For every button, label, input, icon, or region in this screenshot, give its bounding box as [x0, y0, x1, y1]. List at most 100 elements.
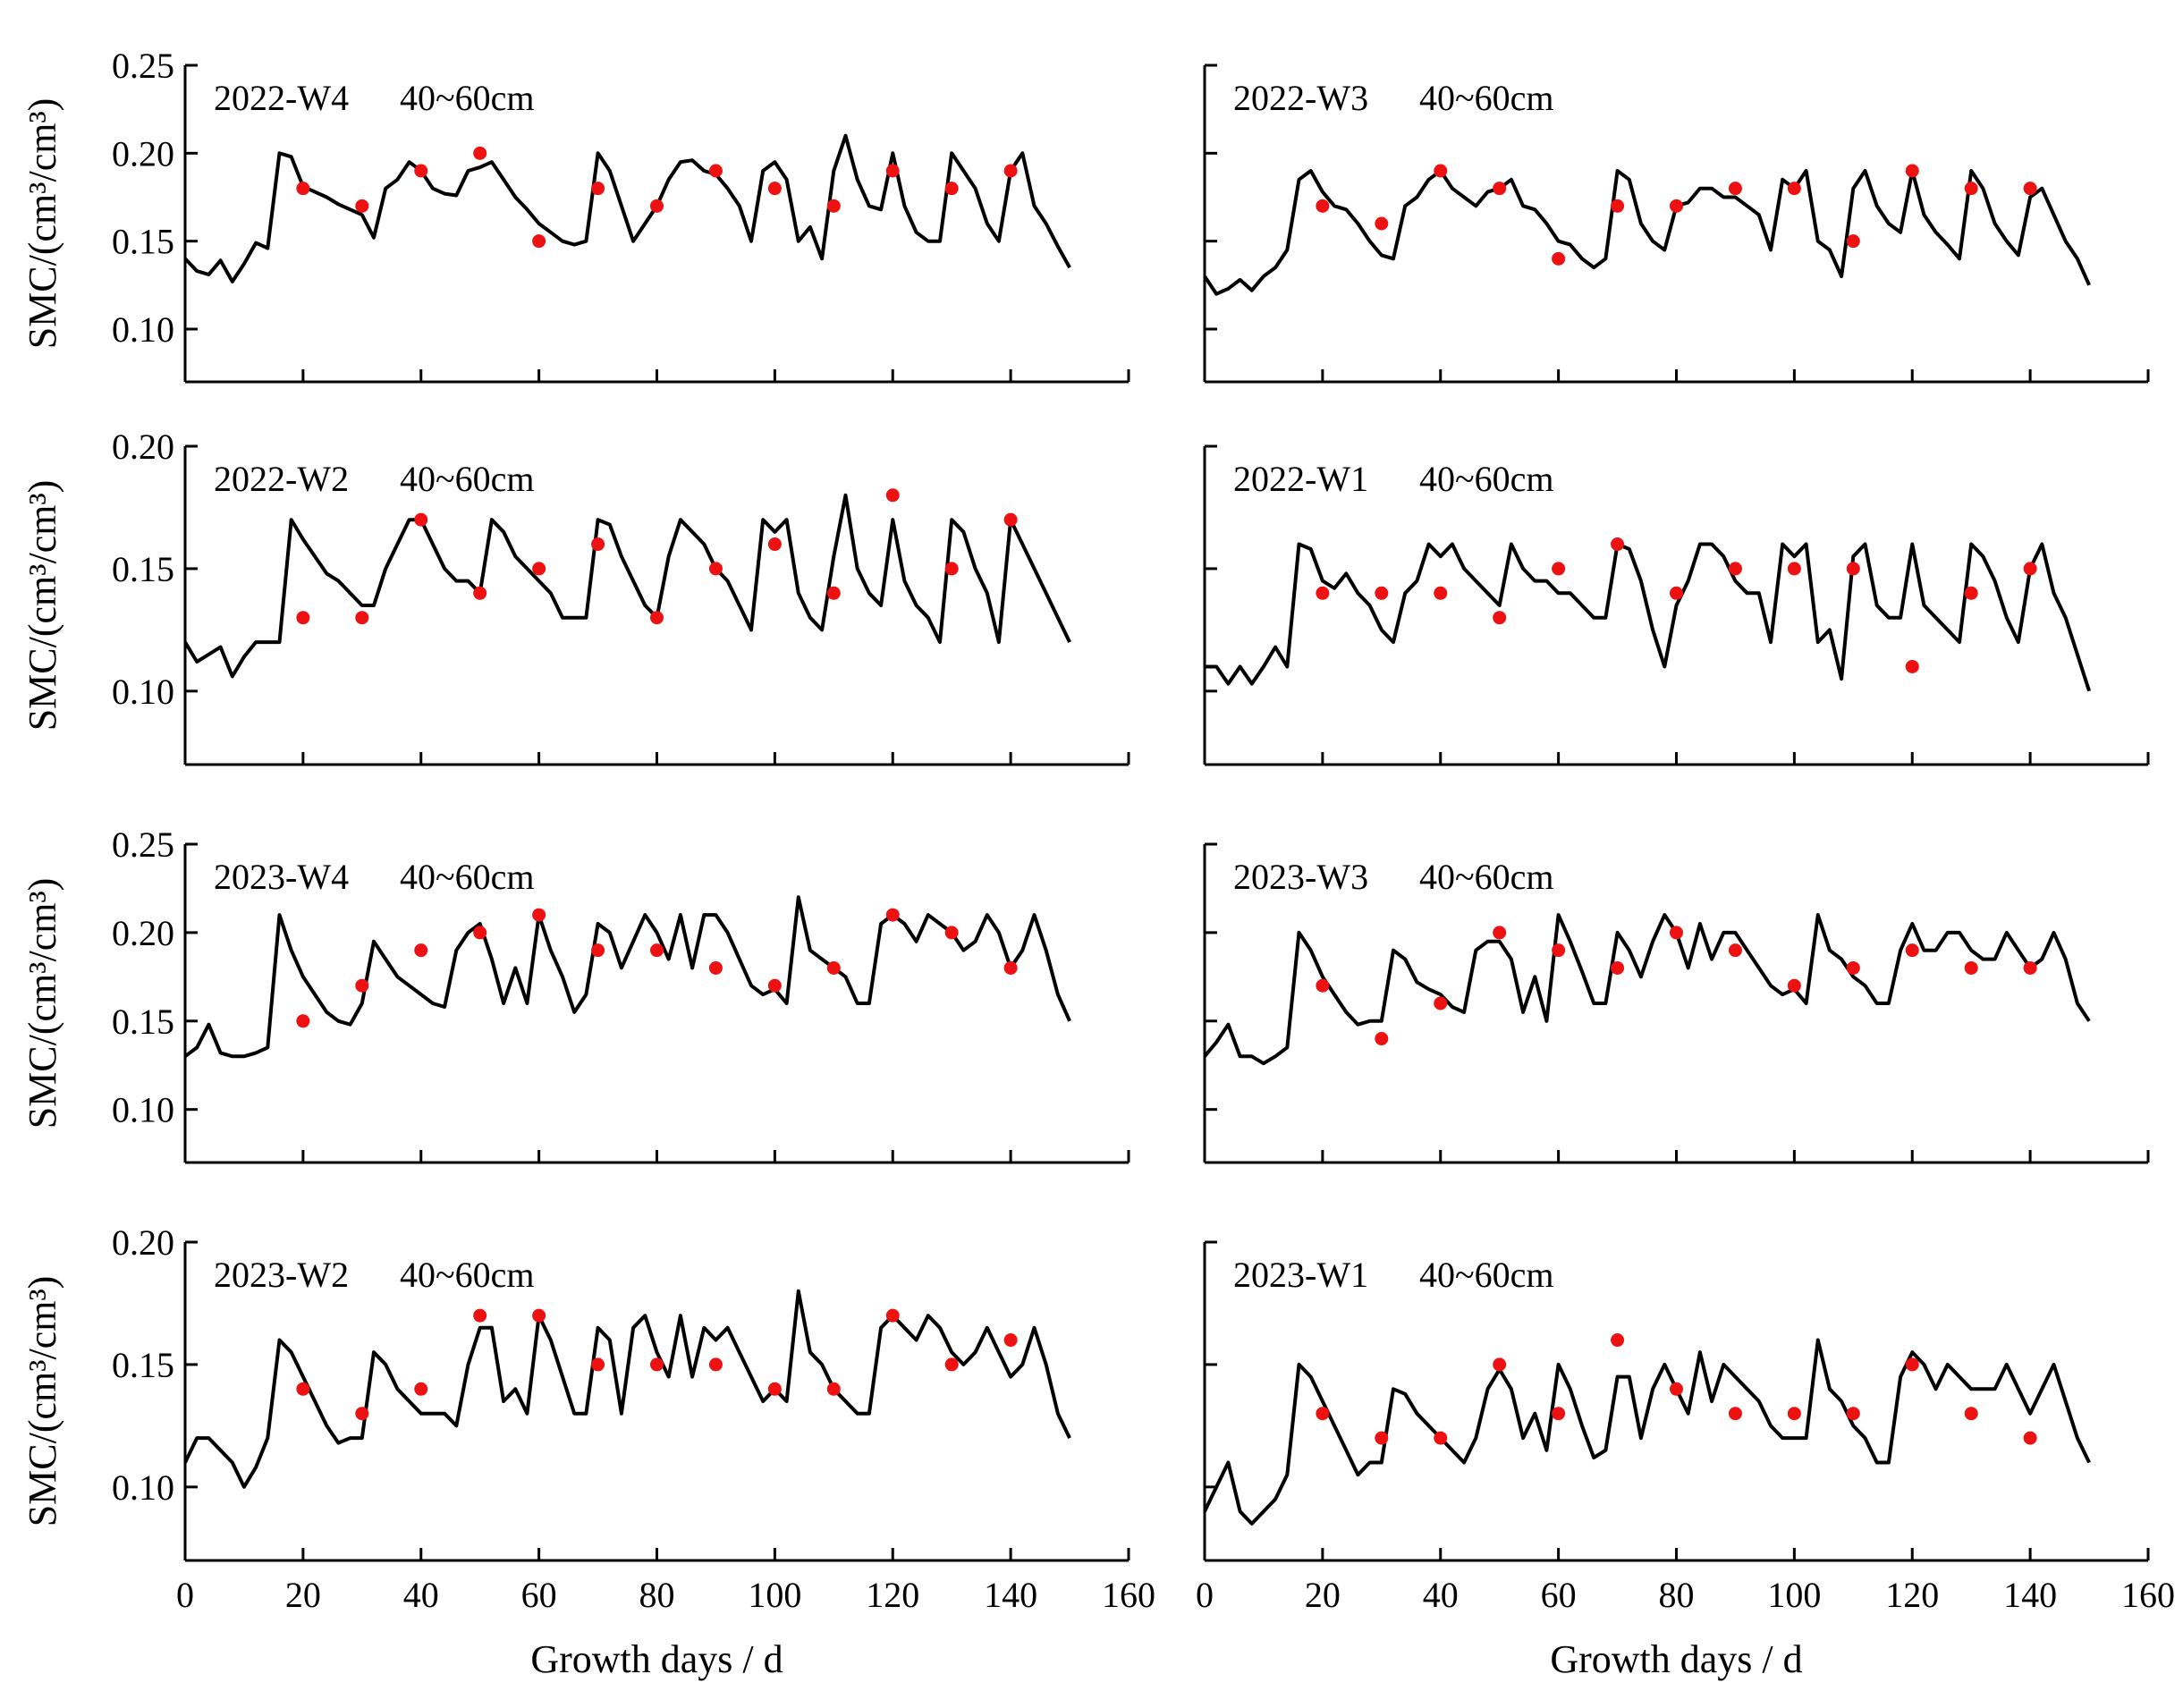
y-axis-title: SMC/(cm³/cm³)	[21, 878, 64, 1129]
observed-point	[1670, 586, 1683, 600]
panel-title: 2022-W1	[1233, 459, 1368, 499]
observed-point	[2023, 562, 2037, 576]
observed-point	[355, 978, 369, 993]
observed-point	[591, 943, 605, 958]
x-tick-label: 100	[1767, 1575, 1821, 1615]
y-axis-title: SMC/(cm³/cm³)	[21, 98, 64, 350]
x-tick-label: 80	[639, 1575, 675, 1615]
y-tick-label: 0.10	[112, 1467, 174, 1508]
panel-title: 2023-W1	[1233, 1255, 1368, 1295]
simulated-series-line	[1203, 913, 2091, 1066]
observed-point	[1375, 586, 1389, 600]
y-tick-label: 0.15	[112, 222, 174, 262]
observed-point	[1375, 216, 1389, 231]
panel-title: 2023-W4	[214, 857, 349, 897]
observed-point	[1670, 926, 1683, 940]
panel-depth-label: 40~60cm	[400, 459, 535, 499]
panel-title: 2023-W2	[214, 1255, 349, 1295]
observed-point	[355, 199, 369, 213]
panel-depth-label: 40~60cm	[1419, 459, 1554, 499]
panel-title: 2023-W3	[1233, 857, 1368, 897]
observed-point	[1493, 1357, 1507, 1372]
observed-point	[1611, 960, 1625, 975]
y-tick-label: 0.10	[112, 1090, 174, 1130]
observed-point	[767, 1382, 782, 1396]
observed-point	[708, 960, 723, 975]
observed-point	[473, 586, 487, 600]
observed-point	[885, 908, 900, 922]
observed-point	[1375, 1431, 1389, 1445]
y-tick-label: 0.15	[112, 1345, 174, 1385]
observed-point	[355, 611, 369, 625]
x-tick-label: 160	[2121, 1575, 2175, 1615]
observed-point	[1316, 1407, 1330, 1421]
y-tick-label: 0.20	[112, 1222, 174, 1263]
observed-point	[767, 182, 782, 196]
panel-2023-w1: 0 20 40 60 80 100 120 140 160 2023-W1 40~60cm	[1196, 1240, 2175, 1615]
observed-point	[1905, 164, 1919, 178]
observed-point	[885, 1308, 900, 1323]
observed-point	[826, 1382, 841, 1396]
simulated-series-line	[183, 133, 1071, 283]
panel-2022-w3: 2022-W3 40~60cm	[1203, 63, 2150, 384]
y-tick-label: 0.15	[112, 549, 174, 589]
observed-point	[1964, 960, 1978, 975]
observed-point	[473, 926, 487, 940]
observed-point	[1552, 251, 1566, 266]
observed-point	[2023, 1431, 2037, 1445]
observed-point	[826, 586, 841, 600]
observed-point	[1003, 164, 1018, 178]
observed-point	[532, 908, 546, 922]
x-tick-label: 20	[285, 1575, 321, 1615]
observed-point	[1846, 234, 1860, 249]
observed-point	[1846, 960, 1860, 975]
observed-point	[650, 1357, 664, 1372]
observed-point	[944, 562, 959, 576]
x-tick-label: 0	[1196, 1575, 1214, 1615]
x-tick-label: 140	[2003, 1575, 2057, 1615]
observed-point	[532, 562, 546, 576]
observed-point	[1003, 512, 1018, 527]
observed-point	[1728, 182, 1742, 196]
observed-point	[2023, 182, 2037, 196]
x-tick-label: 40	[1423, 1575, 1459, 1615]
observed-point	[1964, 1407, 1978, 1421]
observed-point	[1846, 1407, 1860, 1421]
y-axis-title: SMC/(cm³/cm³)	[21, 1276, 64, 1527]
panel-2022-w1: 2022-W1 40~60cm	[1203, 444, 2150, 766]
observed-point	[1905, 1357, 1919, 1372]
observed-point	[885, 488, 900, 503]
observed-point	[1434, 1431, 1448, 1445]
observed-point	[1316, 978, 1330, 993]
observed-point	[532, 1308, 546, 1323]
panel-title: 2022-W4	[214, 78, 349, 118]
observed-point	[1003, 960, 1018, 975]
observed-point	[1611, 537, 1625, 552]
observed-point	[591, 182, 605, 196]
observed-point	[473, 1308, 487, 1323]
observed-point	[1728, 943, 1742, 958]
panel-depth-label: 40~60cm	[1419, 1255, 1554, 1295]
simulated-series-line	[1205, 542, 2092, 692]
observed-point	[355, 1407, 369, 1421]
observed-point	[1964, 586, 1978, 600]
observed-point	[1434, 586, 1448, 600]
observed-point	[826, 199, 841, 213]
observed-point	[1003, 1333, 1018, 1348]
observed-point	[826, 960, 841, 975]
x-tick-label: 80	[1659, 1575, 1695, 1615]
x-tick-label: 40	[403, 1575, 439, 1615]
observed-point	[1670, 1382, 1683, 1396]
observed-point	[2023, 960, 2037, 975]
panel-2023-w2: 0.10 0.15 0.20 0 20 40 60 80 100 120 140 160 2023-W2…	[21, 1222, 1155, 1615]
observed-point	[1728, 1407, 1742, 1421]
y-tick-label: 0.10	[112, 672, 174, 712]
simulated-series-line	[1203, 169, 2091, 296]
observed-point	[1728, 562, 1742, 576]
observed-point	[1552, 943, 1566, 958]
observed-point	[1493, 182, 1507, 196]
y-tick-label: 0.15	[112, 1002, 174, 1042]
x-tick-label: 120	[866, 1575, 919, 1615]
observed-point	[1316, 586, 1330, 600]
